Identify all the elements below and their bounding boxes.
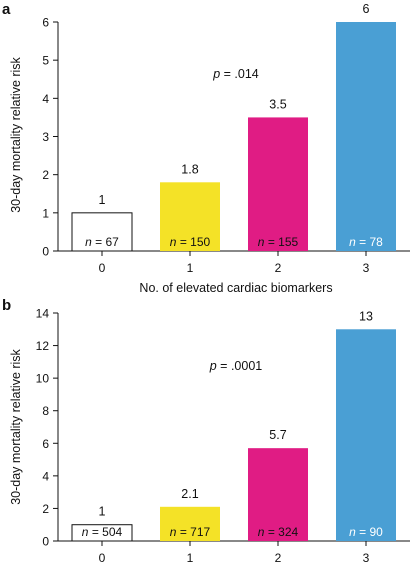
y-tick-label: 5 <box>42 54 49 68</box>
y-tick-label: 6 <box>42 16 49 30</box>
bar-n-label: n = 324 <box>258 525 299 539</box>
y-tick-label: 10 <box>36 372 50 386</box>
y-tick-label: 0 <box>42 535 49 549</box>
panel-b-bars: 1 n = 504 2.1 n = 717 5.7 n = 324 13 n = 90 <box>71 309 396 542</box>
y-tick-label: 4 <box>42 92 49 106</box>
bar <box>336 329 396 541</box>
bar-value-label: 13 <box>359 309 373 323</box>
panel-b-label: b <box>2 297 11 314</box>
bar-value-label: 1 <box>99 505 106 519</box>
y-tick-label: 4 <box>42 469 49 483</box>
panel-a-bars: 1 n = 67 1.8 n = 150 3.5 n = 155 6 n = 78 <box>71 2 396 252</box>
y-tick-label: 1 <box>42 206 49 220</box>
bar <box>160 506 220 541</box>
panel-b-y-axis-title: 30-day mortality relative risk <box>9 348 23 504</box>
panel-a-y-axis-title: 30-day mortality relative risk <box>9 56 23 212</box>
x-tick-label: 3 <box>363 551 370 565</box>
x-tick-label: 1 <box>187 261 194 275</box>
bar-n-label: n = 150 <box>170 235 211 249</box>
y-tick-label: 2 <box>42 502 49 516</box>
y-tick-label: 0 <box>42 245 49 259</box>
panel-a-chart: a 30-day mortality relative risk No. of … <box>2 1 410 295</box>
bar-n-label: n = 90 <box>349 525 383 539</box>
x-tick-label: 3 <box>363 261 370 275</box>
x-tick-label: 2 <box>275 261 282 275</box>
y-tick-label: 14 <box>36 307 50 321</box>
bar-n-label: n = 78 <box>349 235 383 249</box>
y-tick-label: 12 <box>36 339 50 353</box>
bar-value-label: 3.5 <box>269 97 286 111</box>
bar-n-label: n = 717 <box>170 525 211 539</box>
bar <box>336 22 396 251</box>
panel-a-label: a <box>2 1 11 18</box>
panel-b-chart: b 30-day mortality relative risk p = .00… <box>2 297 410 565</box>
bar <box>248 117 308 252</box>
bar <box>160 182 220 251</box>
y-tick-label: 8 <box>42 404 49 418</box>
y-tick-label: 2 <box>42 168 49 182</box>
bar-n-label: n = 67 <box>85 235 119 249</box>
bar <box>248 448 308 541</box>
bar-value-label: 5.7 <box>269 428 286 442</box>
panel-a-x-axis-title: No. of elevated cardiac biomarkers <box>139 281 332 295</box>
x-tick-label: 1 <box>187 551 194 565</box>
bar <box>71 212 133 252</box>
bar-value-label: 1 <box>99 193 106 207</box>
bar-value-label: 2.1 <box>181 487 198 501</box>
bar <box>71 524 133 542</box>
x-tick-label: 0 <box>99 261 106 275</box>
y-tick-label: 6 <box>42 437 49 451</box>
bar-value-label: 6 <box>363 2 370 16</box>
x-tick-label: 0 <box>99 551 106 565</box>
bar-value-label: 1.8 <box>181 162 198 176</box>
y-tick-label: 3 <box>42 130 49 144</box>
bar-n-label: n = 155 <box>258 235 299 249</box>
bar-n-label: n = 504 <box>82 525 123 539</box>
x-tick-label: 2 <box>275 551 282 565</box>
panel-a-p-value: p = .014 <box>212 67 259 81</box>
panel-b-p-value: p = .0001 <box>209 359 263 373</box>
